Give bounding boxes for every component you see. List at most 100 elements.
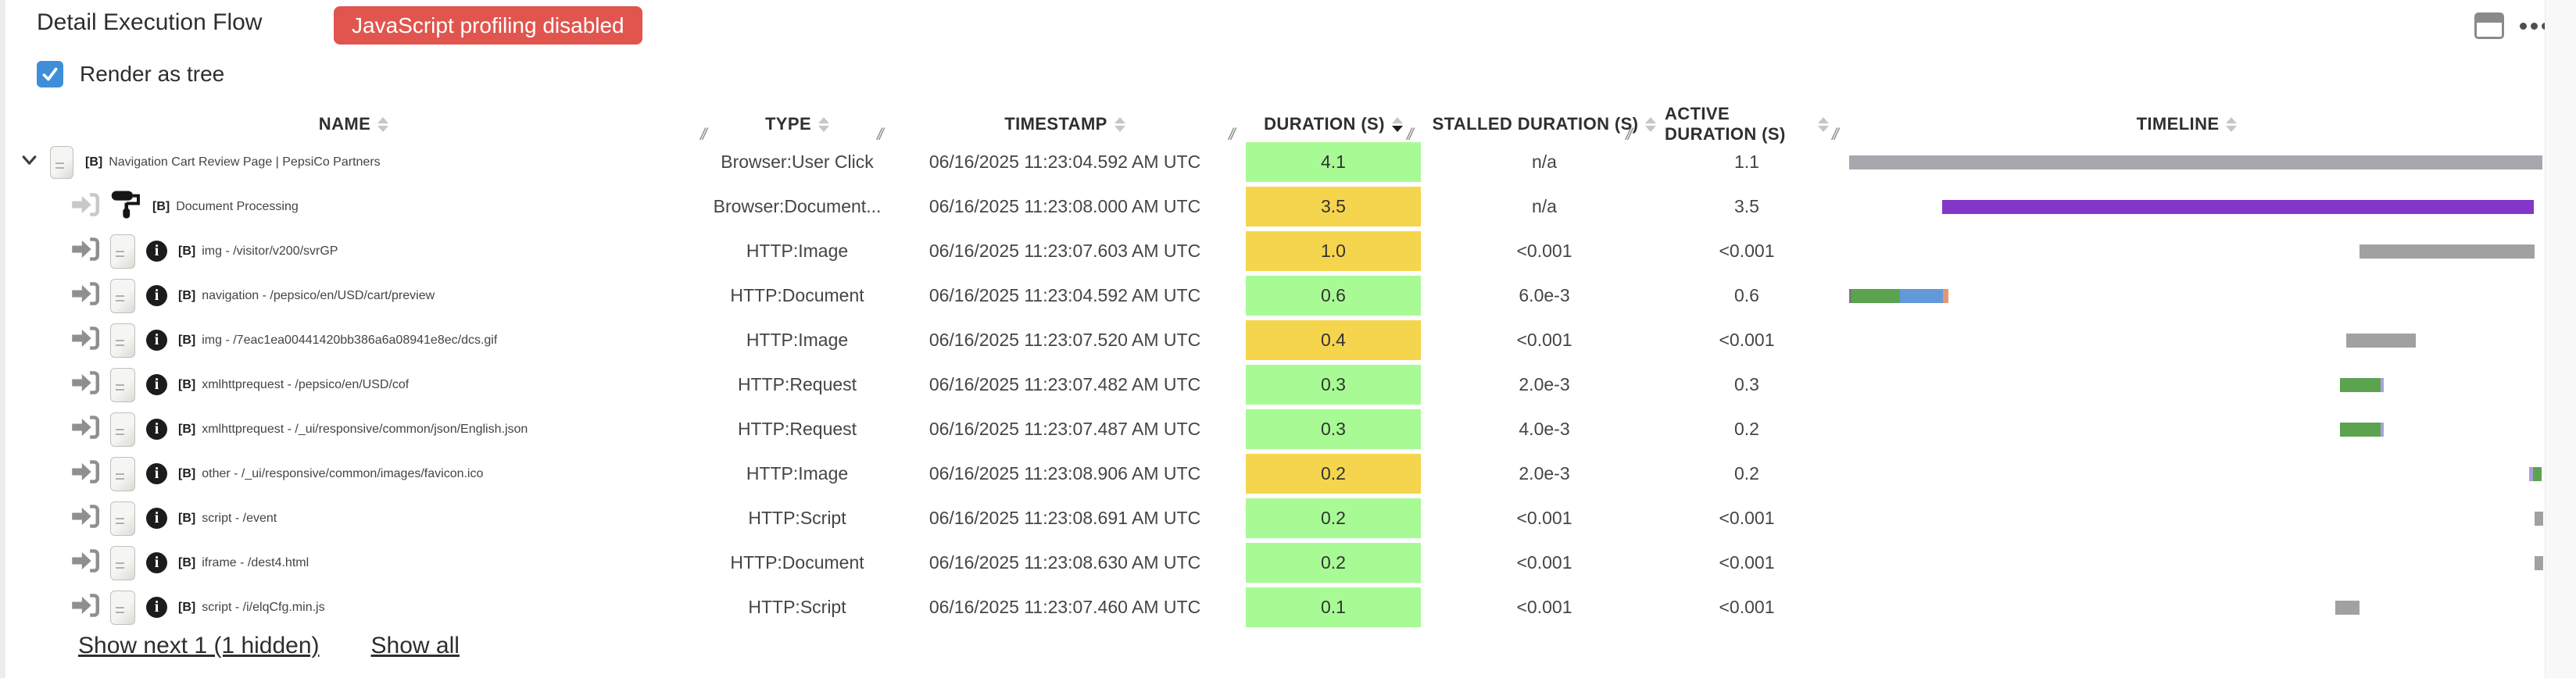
row-duration-cell: 0.3 (1243, 362, 1424, 407)
timeline-bar-segment (1942, 200, 2534, 214)
column-header-active-duration[interactable]: ACTIVE DURATION (S) (1665, 104, 1829, 145)
row-duration-value: 1.0 (1246, 231, 1421, 271)
table-header-row: NAME TYPE TIMESTAMP DURATION (S) STALLED… (0, 104, 2545, 144)
column-resize-handle[interactable]: // (1407, 126, 1414, 144)
panel-window-icon[interactable] (2474, 12, 2504, 39)
column-resize-handle[interactable]: // (1832, 126, 1839, 144)
timeline-bar-segment (2535, 512, 2543, 526)
left-edge-gutter (0, 0, 5, 678)
column-header-stalled-duration[interactable]: STALLED DURATION (S) (1424, 114, 1665, 134)
row-timestamp: 06/16/2025 11:23:08.691 AM UTC (928, 508, 1201, 528)
info-icon[interactable]: i (146, 552, 167, 573)
table-row[interactable]: i [B] navigation - /pepsico/en/USD/cart/pr… (0, 273, 2545, 318)
name-cell: i [B] xmlhttprequest - /_ui/responsive/com… (0, 407, 707, 451)
expander-chevron-down-icon[interactable] (20, 152, 38, 172)
table-row[interactable]: i [B] xmlhttprequest - /_ui/responsive/com… (0, 407, 2545, 451)
info-icon[interactable]: i (146, 419, 167, 440)
row-name: [B] navigation - /pepsico/en/USD/cart/pre… (178, 288, 435, 302)
table-row[interactable]: [B] Document Processing Browser:Document..… (0, 184, 2545, 229)
name-cell: i [B] img - /7eac1ea00441420bb386a6a08941e… (0, 318, 707, 362)
server-icon (110, 590, 135, 625)
row-active-duration: <0.001 (1719, 508, 1775, 528)
table-row[interactable]: i [B] xmlhttprequest - /pepsico/en/USD/cof… (0, 362, 2545, 407)
timeline-bar-segment (2360, 244, 2535, 259)
page-title: Detail Execution Flow (37, 9, 263, 35)
table-row[interactable]: i [B] other - /_ui/responsive/common/image… (0, 451, 2545, 496)
timeline-bar-segment (2533, 467, 2542, 481)
table-row[interactable]: [B] Navigation Cart Review Page | PepsiCo… (0, 140, 2545, 184)
server-icon (110, 323, 135, 358)
column-header-name[interactable]: NAME (0, 114, 707, 134)
row-timestamp: 06/16/2025 11:23:08.000 AM UTC (928, 196, 1201, 216)
row-timestamp: 06/16/2025 11:23:07.487 AM UTC (928, 419, 1201, 439)
show-all-link[interactable]: Show all (370, 633, 460, 658)
info-icon[interactable]: i (146, 374, 167, 395)
timeline-bar-segment (1849, 289, 1852, 303)
timeline-bar-segment (2381, 423, 2384, 437)
info-icon[interactable]: i (146, 285, 167, 306)
name-cell: i [B] script - /i/elqCfg.min.js (0, 585, 707, 630)
column-resize-handle[interactable]: // (700, 126, 707, 144)
row-active-duration: <0.001 (1719, 241, 1775, 261)
info-icon[interactable]: i (146, 241, 167, 262)
row-timestamp: 06/16/2025 11:23:07.482 AM UTC (928, 374, 1201, 394)
render-as-tree-toggle[interactable]: Render as tree (37, 61, 224, 87)
info-icon[interactable]: i (146, 463, 167, 484)
table-row[interactable]: i [B] img - /visitor/v200/svrGP HTTP:Image 0… (0, 229, 2545, 273)
row-name: [B] img - /7eac1ea00441420bb386a6a08941e8… (178, 333, 498, 347)
column-header-timeline-label: TIMELINE (2136, 114, 2220, 134)
table-row[interactable]: i [B] iframe - /dest4.html HTTP:Document 06/… (0, 541, 2545, 585)
info-icon[interactable]: i (146, 508, 167, 529)
row-type: HTTP:Image (746, 241, 849, 261)
table-row[interactable]: i [B] img - /7eac1ea00441420bb386a6a08941e… (0, 318, 2545, 362)
row-type: Browser:User Click (721, 152, 874, 172)
name-cell: i [B] iframe - /dest4.html (0, 541, 707, 585)
column-header-timeline[interactable]: TIMELINE (1829, 114, 2545, 134)
render-as-tree-label[interactable]: Render as tree (80, 62, 225, 86)
timeline-bar-segment (1852, 289, 1900, 303)
render-as-tree-checkbox[interactable] (37, 61, 63, 87)
row-name: [B] xmlhttprequest - /_ui/responsive/comm… (178, 422, 528, 436)
timeline-bar-segment (2535, 556, 2543, 570)
row-duration-value: 0.2 (1246, 454, 1421, 494)
row-stalled-duration: 2.0e-3 (1519, 463, 1570, 484)
name-cell: i [B] xmlhttprequest - /pepsico/en/USD/cof (0, 362, 707, 407)
row-duration-cell: 1.0 (1243, 229, 1424, 273)
row-stalled-duration: <0.001 (1516, 552, 1572, 573)
row-active-duration: 0.3 (1734, 374, 1759, 394)
js-profiling-disabled-badge: JavaScript profiling disabled (334, 6, 642, 45)
row-duration-value: 4.1 (1246, 142, 1421, 182)
row-stalled-duration: n/a (1532, 196, 1557, 216)
info-icon[interactable]: i (146, 597, 167, 618)
row-type: HTTP:Image (746, 330, 849, 350)
call-arrow-icon (70, 370, 99, 399)
row-name: [B] iframe - /dest4.html (178, 555, 309, 569)
row-name: [B] Document Processing (152, 199, 299, 213)
call-arrow-icon (70, 593, 99, 622)
row-active-duration: <0.001 (1719, 552, 1775, 573)
column-resize-handle[interactable]: // (1626, 126, 1633, 144)
column-resize-handle[interactable]: // (877, 126, 884, 144)
column-header-timestamp[interactable]: TIMESTAMP (887, 114, 1243, 134)
server-icon (110, 501, 135, 536)
name-cell: [B] Navigation Cart Review Page | PepsiCo… (0, 140, 707, 184)
table-row[interactable]: i [B] script - /i/elqCfg.min.js HTTP:Script… (0, 585, 2545, 630)
paint-roller-icon (110, 190, 141, 223)
right-edge-gutter (2545, 0, 2576, 678)
sort-arrows-icon (818, 116, 830, 132)
info-icon[interactable]: i (146, 330, 167, 351)
table-row[interactable]: i [B] script - /event HTTP:Script 06/16/2025… (0, 496, 2545, 541)
column-header-name-label: NAME (318, 114, 371, 134)
timeline-bar-segment (2335, 601, 2360, 615)
column-header-type-label: TYPE (764, 114, 812, 134)
column-header-type[interactable]: TYPE (707, 114, 887, 134)
sort-arrows-icon (1114, 116, 1125, 132)
show-next-link[interactable]: Show next 1 (1 hidden) (78, 633, 320, 658)
row-duration-cell: 4.1 (1243, 140, 1424, 184)
column-header-stalled-duration-label: STALLED DURATION (S) (1432, 114, 1639, 134)
document-icon (50, 145, 73, 179)
row-timestamp: 06/16/2025 11:23:07.460 AM UTC (928, 597, 1201, 617)
column-header-duration[interactable]: DURATION (S) (1243, 114, 1424, 134)
column-resize-handle[interactable]: // (1229, 126, 1236, 144)
row-active-duration: 0.2 (1734, 463, 1759, 484)
